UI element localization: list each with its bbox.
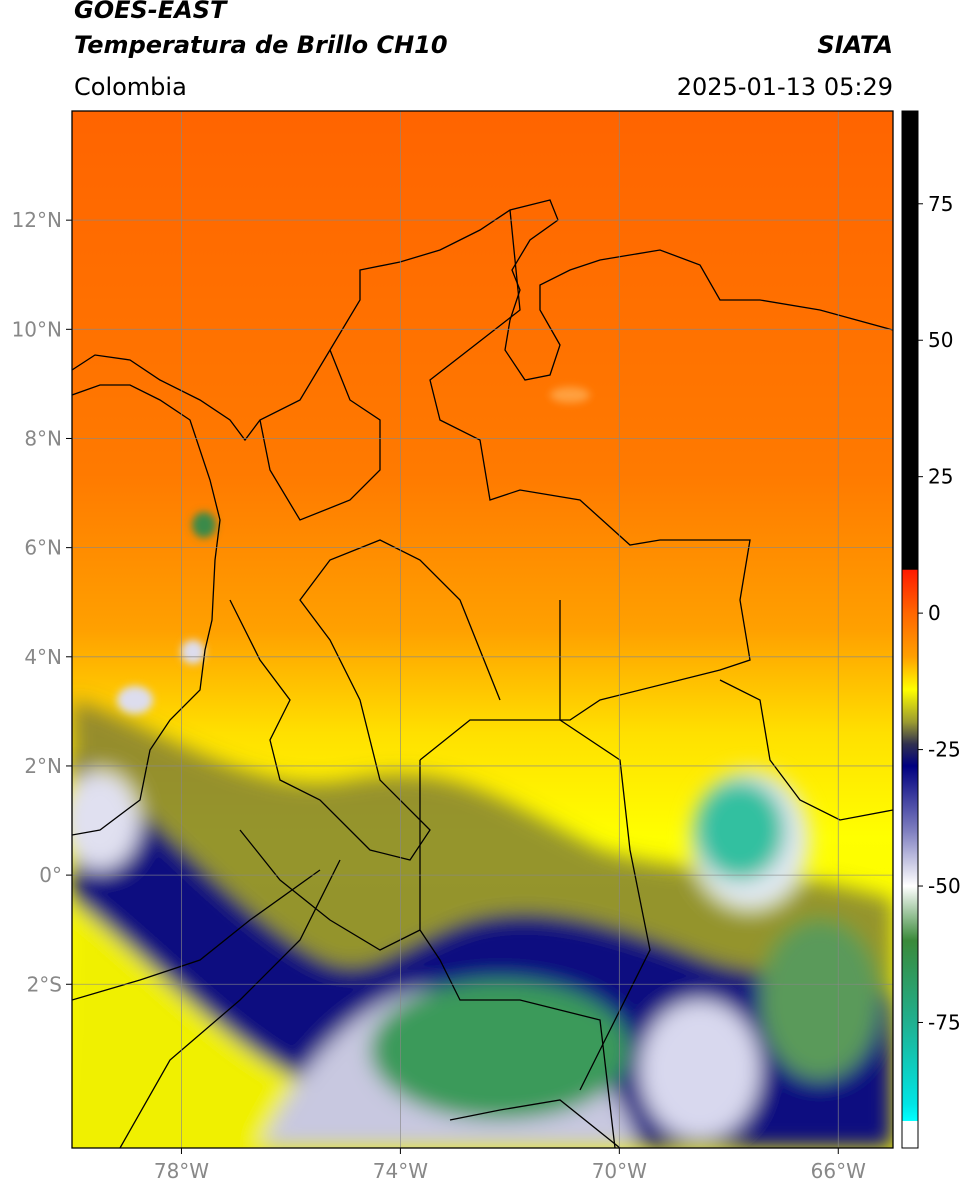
- colorbar: [901, 110, 919, 1149]
- coastlines: [72, 199, 893, 1148]
- datetime: 2025-01-13 05:29: [677, 73, 893, 101]
- colorbar-tick-label: -50: [928, 874, 961, 898]
- title: GOES-EAST: [74, 0, 228, 24]
- satellite-image: [72, 111, 893, 1148]
- colorbar-tick-label: -25: [928, 738, 961, 762]
- y-tick-label: 12°N: [12, 208, 62, 232]
- x-tick-label: 66°W: [811, 1159, 866, 1183]
- colorbar-tick-label: 75: [928, 192, 953, 216]
- x-tick-label: 74°W: [373, 1159, 428, 1183]
- y-tick-label: 6°N: [24, 536, 62, 560]
- map-frame: [71, 110, 894, 1149]
- x-tick-label: 78°W: [154, 1159, 209, 1183]
- grid: [72, 111, 893, 1148]
- y-tick-label: 4°N: [24, 645, 62, 669]
- y-tick-label: 2°S: [27, 972, 62, 996]
- y-tick-label: 0°: [39, 863, 62, 887]
- y-tick-label: 2°N: [24, 754, 62, 778]
- subtitle: Temperatura de Brillo CH10: [74, 31, 448, 59]
- y-tick-label: 10°N: [12, 317, 62, 341]
- colorbar-tick-label: 25: [928, 465, 953, 489]
- x-tick-label: 70°W: [592, 1159, 647, 1183]
- colorbar-tick-label: -75: [928, 1010, 961, 1034]
- region: Colombia: [74, 73, 187, 101]
- y-tick-label: 8°N: [24, 426, 62, 450]
- source: SIATA: [817, 31, 893, 59]
- colorbar-tick-label: 50: [928, 328, 953, 352]
- colorbar-tick-label: 0: [928, 601, 941, 625]
